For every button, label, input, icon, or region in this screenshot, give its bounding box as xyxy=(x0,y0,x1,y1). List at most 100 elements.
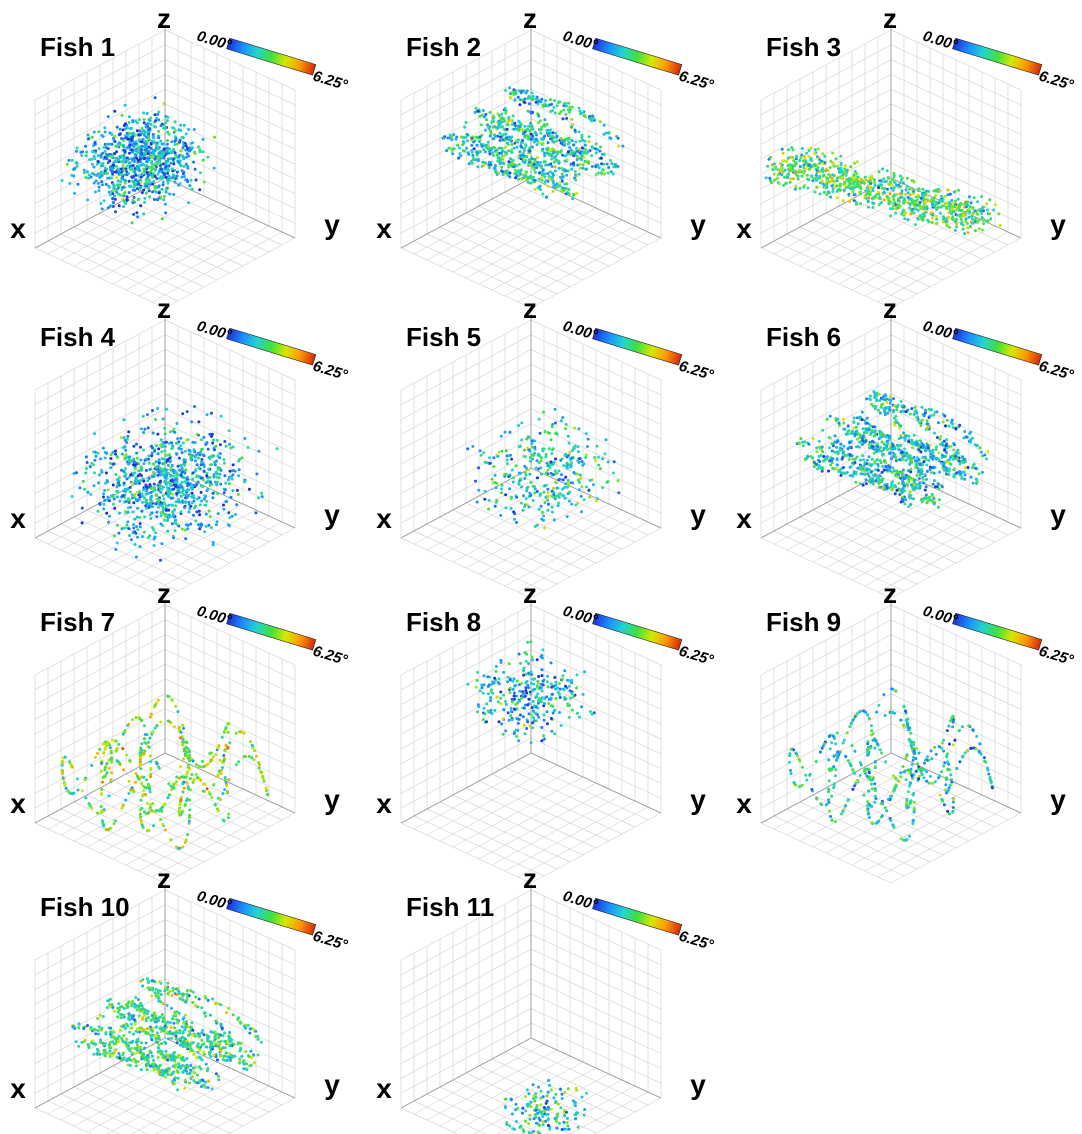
data-point xyxy=(936,436,939,439)
data-point xyxy=(194,152,197,155)
data-point xyxy=(893,424,896,427)
data-point xyxy=(142,111,145,114)
data-point xyxy=(101,183,104,186)
data-point xyxy=(541,138,544,141)
data-point xyxy=(101,152,104,155)
data-point xyxy=(801,175,804,178)
data-point xyxy=(543,501,546,504)
data-point xyxy=(528,473,531,476)
data-point xyxy=(858,441,861,444)
data-point xyxy=(143,154,146,157)
data-point xyxy=(129,490,132,493)
data-point xyxy=(864,189,867,192)
data-point xyxy=(890,457,893,460)
data-point xyxy=(121,527,124,530)
data-point xyxy=(771,168,774,171)
data-point xyxy=(140,152,143,155)
data-point xyxy=(446,137,449,140)
data-point xyxy=(819,177,822,180)
data-point xyxy=(143,515,146,518)
data-point xyxy=(531,457,534,460)
data-point xyxy=(477,466,480,469)
data-point xyxy=(997,212,1000,215)
data-point xyxy=(909,188,912,191)
data-point xyxy=(450,147,453,150)
data-point xyxy=(513,147,516,150)
data-point xyxy=(825,168,828,171)
data-point xyxy=(568,146,571,149)
data-point xyxy=(552,190,555,193)
data-point xyxy=(882,177,885,180)
data-point xyxy=(94,151,97,154)
data-point xyxy=(141,191,144,194)
gridline xyxy=(492,510,622,580)
data-point xyxy=(227,478,230,481)
data-point xyxy=(496,160,499,163)
data-point xyxy=(122,192,125,195)
data-point xyxy=(523,125,526,128)
data-point xyxy=(546,172,549,175)
data-point xyxy=(165,408,168,411)
data-point xyxy=(549,98,552,101)
data-point xyxy=(128,133,131,136)
data-point xyxy=(151,409,154,412)
data-point xyxy=(522,494,525,497)
data-point xyxy=(102,492,105,495)
data-point xyxy=(870,471,873,474)
data-point xyxy=(599,146,602,149)
data-point xyxy=(117,193,120,196)
data-point xyxy=(810,175,813,178)
data-point xyxy=(105,512,108,515)
data-point xyxy=(966,222,969,225)
data-point xyxy=(211,455,214,458)
data-point xyxy=(567,150,570,153)
data-point xyxy=(597,456,600,459)
data-point xyxy=(774,167,777,170)
data-point xyxy=(150,495,153,498)
data-point xyxy=(582,163,585,166)
data-point xyxy=(163,497,166,500)
data-point xyxy=(858,446,861,449)
data-point xyxy=(585,168,588,171)
data-point xyxy=(142,168,145,171)
data-point xyxy=(172,162,175,165)
data-point xyxy=(148,534,151,537)
data-point xyxy=(854,177,857,180)
data-point xyxy=(237,474,240,477)
data-point xyxy=(549,129,552,132)
data-point xyxy=(929,414,932,417)
data-point xyxy=(981,216,984,219)
data-point xyxy=(112,190,115,193)
data-point xyxy=(165,153,168,156)
data-point xyxy=(153,544,156,547)
data-point xyxy=(880,184,883,187)
data-point xyxy=(831,190,834,193)
data-point xyxy=(555,472,558,475)
data-point xyxy=(257,450,260,453)
data-point xyxy=(795,155,798,158)
data-point xyxy=(951,205,954,208)
data-point xyxy=(500,435,503,438)
data-point xyxy=(203,181,206,184)
data-point xyxy=(565,105,568,108)
colorbar-min-label: 0.00° xyxy=(195,28,235,55)
data-point xyxy=(568,442,571,445)
data-point xyxy=(839,443,842,446)
data-point xyxy=(149,513,152,516)
data-point xyxy=(142,212,145,215)
data-point xyxy=(140,459,143,462)
data-point xyxy=(599,467,602,470)
data-point xyxy=(814,148,817,151)
data-point xyxy=(189,523,192,526)
data-point xyxy=(501,484,504,487)
data-point xyxy=(159,195,162,198)
data-point xyxy=(116,478,119,481)
data-point xyxy=(836,463,839,466)
data-point xyxy=(154,96,157,99)
data-point xyxy=(471,445,474,448)
data-point xyxy=(128,191,131,194)
gridline xyxy=(427,234,557,294)
data-point xyxy=(160,542,163,545)
data-point xyxy=(456,144,459,147)
data-point xyxy=(561,457,564,460)
